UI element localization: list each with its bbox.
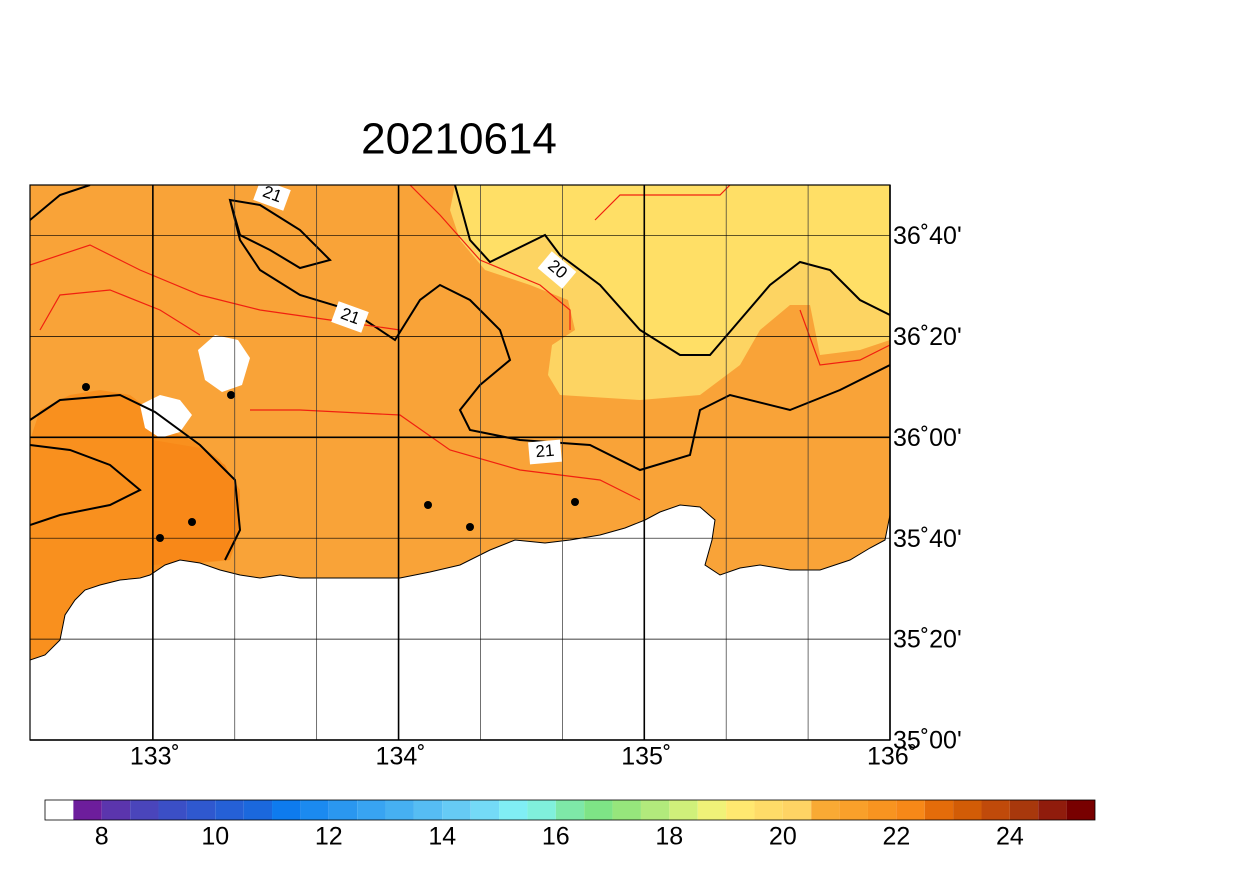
colorbar-box	[130, 800, 159, 820]
colorbar-box	[981, 800, 1010, 820]
x-tick-label: 136˚	[867, 743, 917, 771]
colorbar-tick-label: 14	[428, 823, 456, 851]
map-title: 20210614	[361, 115, 557, 164]
colorbar-frame	[44, 799, 1096, 821]
colorbar-tick-label: 10	[201, 823, 229, 851]
colorbar-box	[640, 800, 670, 820]
colorbar-box	[811, 800, 840, 820]
colorbar-box	[697, 800, 727, 820]
colorbar-box	[867, 800, 897, 820]
colorbar-box	[73, 800, 102, 820]
y-tick-label: 35˚00'	[893, 727, 962, 755]
map-frame	[29, 184, 891, 741]
colorbar-box	[953, 800, 982, 820]
colorbar-box	[243, 800, 273, 820]
colorbar-box	[1009, 800, 1039, 820]
colorbar-box	[726, 800, 755, 820]
colorbar-box	[584, 800, 613, 820]
colorbar-box	[499, 800, 528, 820]
x-tick-label: 135˚	[621, 743, 671, 771]
colorbar-box	[442, 800, 471, 820]
colorbar-box	[357, 800, 386, 820]
colorbar-box	[45, 800, 74, 820]
sst-field	[30, 185, 890, 740]
colorbar-tick-label: 8	[95, 823, 109, 851]
sst-zone-22b	[152, 440, 240, 565]
sst-zone-19	[455, 185, 890, 355]
x-tick-label: 134˚	[376, 743, 426, 771]
colorbar-box	[1066, 800, 1095, 820]
contour-black	[30, 185, 890, 561]
colorbar-tick-label: 18	[655, 823, 683, 851]
colorbar-box	[272, 800, 301, 820]
station	[82, 383, 90, 391]
colorbar-box	[186, 800, 216, 820]
colorbar-box	[924, 800, 954, 820]
y-tick-label: 35˚20'	[893, 626, 962, 654]
station	[424, 501, 432, 509]
colorbar-tick-label: 20	[769, 823, 797, 851]
colorbar-tick-label: 22	[882, 823, 910, 851]
colorbar-box	[158, 800, 187, 820]
colorbar-box	[215, 800, 244, 820]
contour-label: 21	[535, 441, 556, 462]
y-tick-label: 36˚40'	[893, 222, 962, 250]
label-box	[331, 301, 369, 333]
label-box	[537, 251, 577, 289]
colorbar-box	[896, 800, 925, 820]
y-tick-label: 36˚00'	[893, 424, 962, 452]
colorbar-box	[612, 800, 641, 820]
station	[227, 391, 235, 399]
colorbar-tick-label: 24	[996, 823, 1024, 851]
label-box	[253, 179, 291, 211]
colorbar-box	[669, 800, 698, 820]
label-box	[528, 439, 562, 465]
colorbar-box	[470, 800, 500, 820]
contour-red	[30, 185, 890, 501]
colorbar-box	[1038, 800, 1067, 820]
x-tick-label: 133˚	[130, 743, 180, 771]
colorbar: 8 10 12 14 16 18 20 22 24	[44, 799, 1096, 851]
colorbar-box	[754, 800, 783, 820]
y-tick-label: 35˚40'	[893, 525, 962, 553]
colorbar-box	[555, 800, 585, 820]
colorbar-box	[782, 800, 812, 820]
colorbar-tick-label: 16	[542, 823, 570, 851]
colorbar-box	[328, 800, 358, 820]
land	[30, 504, 890, 740]
island	[198, 335, 250, 392]
colorbar-box	[300, 800, 329, 820]
colorbar-box	[413, 800, 443, 820]
station	[571, 498, 579, 506]
colorbar-box	[101, 800, 131, 820]
station	[188, 518, 196, 526]
station	[466, 523, 474, 531]
graticule: 133˚ 134˚ 135˚ 136˚35˚00' 35˚20' 35˚40' 36˚00'…	[30, 185, 962, 771]
colorbar-box	[385, 800, 414, 820]
colorbar-tick-label: 12	[315, 823, 343, 851]
y-tick-label: 36˚20'	[893, 323, 962, 351]
colorbar-box	[527, 800, 556, 820]
colorbar-box	[839, 800, 868, 820]
